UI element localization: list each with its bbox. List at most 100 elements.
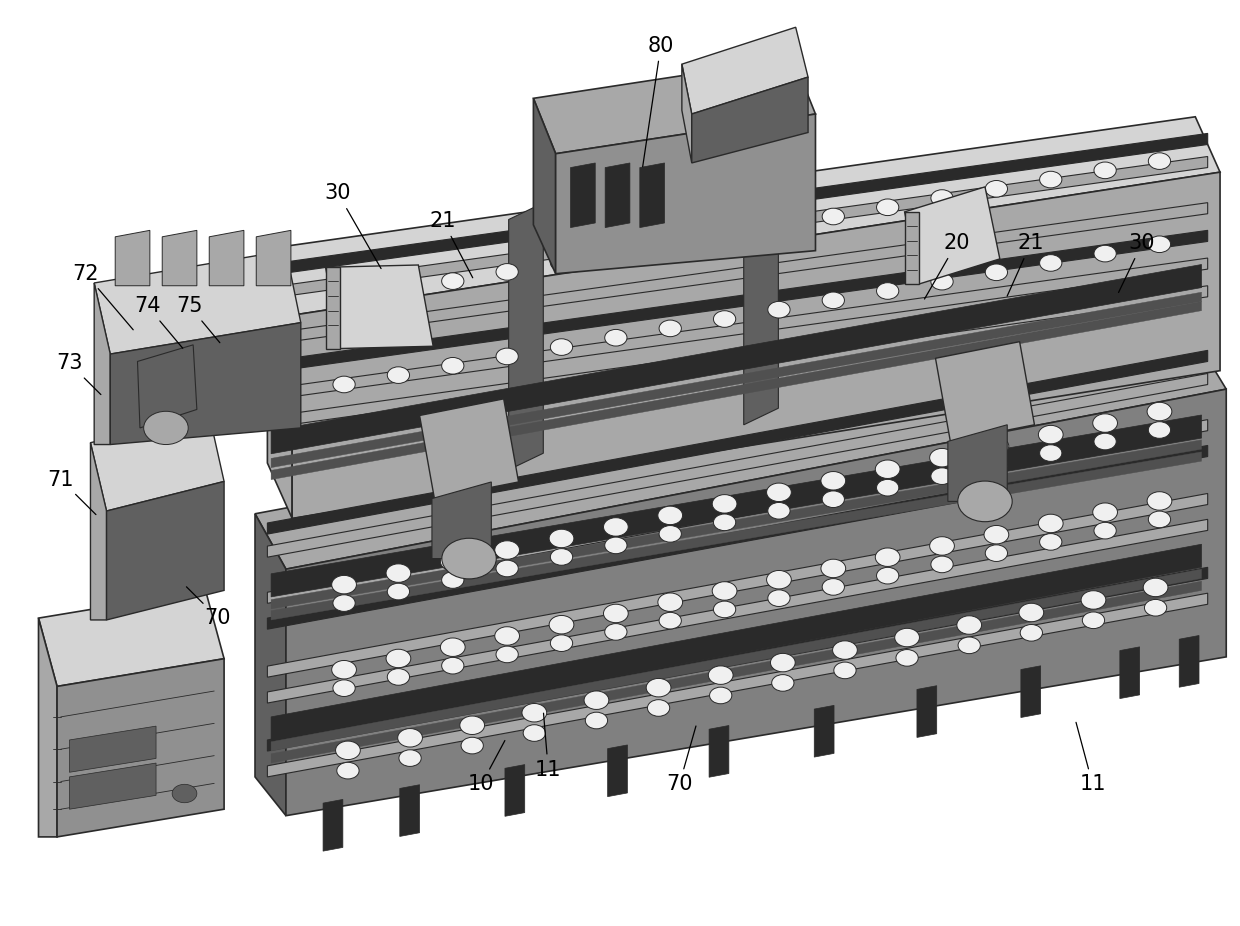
Circle shape [172,784,197,803]
Polygon shape [904,187,999,284]
Text: 73: 73 [56,354,100,394]
Text: 80: 80 [642,36,675,167]
Polygon shape [272,569,1202,751]
Circle shape [495,541,520,559]
Polygon shape [94,251,301,354]
Text: 10: 10 [469,741,505,795]
Polygon shape [272,302,1202,480]
Text: 30: 30 [325,183,381,269]
Polygon shape [709,725,729,777]
Circle shape [336,741,361,759]
Polygon shape [640,163,665,228]
Circle shape [1094,433,1116,450]
Circle shape [523,725,546,742]
Circle shape [768,503,790,519]
Circle shape [875,460,900,479]
Circle shape [713,514,735,531]
Polygon shape [399,784,419,836]
Polygon shape [107,482,224,619]
Polygon shape [268,594,1208,777]
Polygon shape [286,389,1226,816]
Circle shape [585,712,608,729]
Polygon shape [94,283,110,444]
Circle shape [822,292,844,308]
Polygon shape [268,286,1208,428]
Circle shape [766,570,791,589]
Polygon shape [115,231,150,286]
Circle shape [386,564,410,582]
Polygon shape [947,425,1007,501]
Circle shape [495,627,520,645]
Circle shape [522,704,547,722]
Circle shape [1083,612,1105,629]
Circle shape [877,568,899,584]
Circle shape [1094,522,1116,539]
Circle shape [713,311,735,328]
Polygon shape [69,763,156,809]
Circle shape [1147,492,1172,510]
Circle shape [897,649,918,666]
Circle shape [604,605,629,622]
Polygon shape [272,265,1202,454]
Circle shape [877,199,899,216]
Polygon shape [533,58,816,154]
Circle shape [496,560,518,577]
Circle shape [658,593,682,611]
Text: 21: 21 [1007,233,1044,296]
Circle shape [551,548,573,565]
Circle shape [1021,624,1043,641]
Circle shape [144,411,188,444]
Circle shape [460,716,485,734]
Circle shape [660,236,681,253]
Circle shape [877,282,899,299]
Circle shape [441,657,464,674]
Circle shape [332,376,355,393]
Circle shape [985,525,1009,544]
Circle shape [1039,444,1061,461]
Text: 71: 71 [47,469,95,515]
Polygon shape [268,445,1208,629]
Circle shape [986,264,1008,281]
Circle shape [331,575,356,594]
Circle shape [895,629,919,646]
Circle shape [822,579,844,595]
Polygon shape [326,268,341,348]
Circle shape [332,292,355,308]
Text: 74: 74 [134,296,182,348]
Circle shape [1092,414,1117,432]
Circle shape [605,330,627,346]
Polygon shape [324,799,343,851]
Circle shape [1092,503,1117,521]
Polygon shape [1021,666,1040,718]
Circle shape [549,616,574,634]
Polygon shape [268,203,1208,344]
Circle shape [399,750,422,767]
Circle shape [821,471,846,490]
Circle shape [712,582,737,600]
Polygon shape [692,77,808,163]
Polygon shape [268,231,1208,372]
Circle shape [768,218,790,234]
Text: 30: 30 [1118,233,1156,293]
Circle shape [551,255,573,271]
Circle shape [1148,511,1171,528]
Circle shape [387,282,409,299]
Polygon shape [268,258,1208,400]
Circle shape [387,583,409,600]
Circle shape [551,635,573,652]
Polygon shape [682,27,808,114]
Polygon shape [293,172,1220,519]
Circle shape [959,637,981,654]
Circle shape [1147,402,1172,420]
Circle shape [877,480,899,496]
Polygon shape [91,415,224,511]
Polygon shape [556,114,816,274]
Polygon shape [815,706,835,757]
Circle shape [931,273,954,290]
Polygon shape [570,163,595,228]
Text: 70: 70 [186,587,231,628]
Circle shape [985,437,1009,456]
Polygon shape [57,658,224,837]
Polygon shape [272,582,1202,763]
Polygon shape [272,415,1202,597]
